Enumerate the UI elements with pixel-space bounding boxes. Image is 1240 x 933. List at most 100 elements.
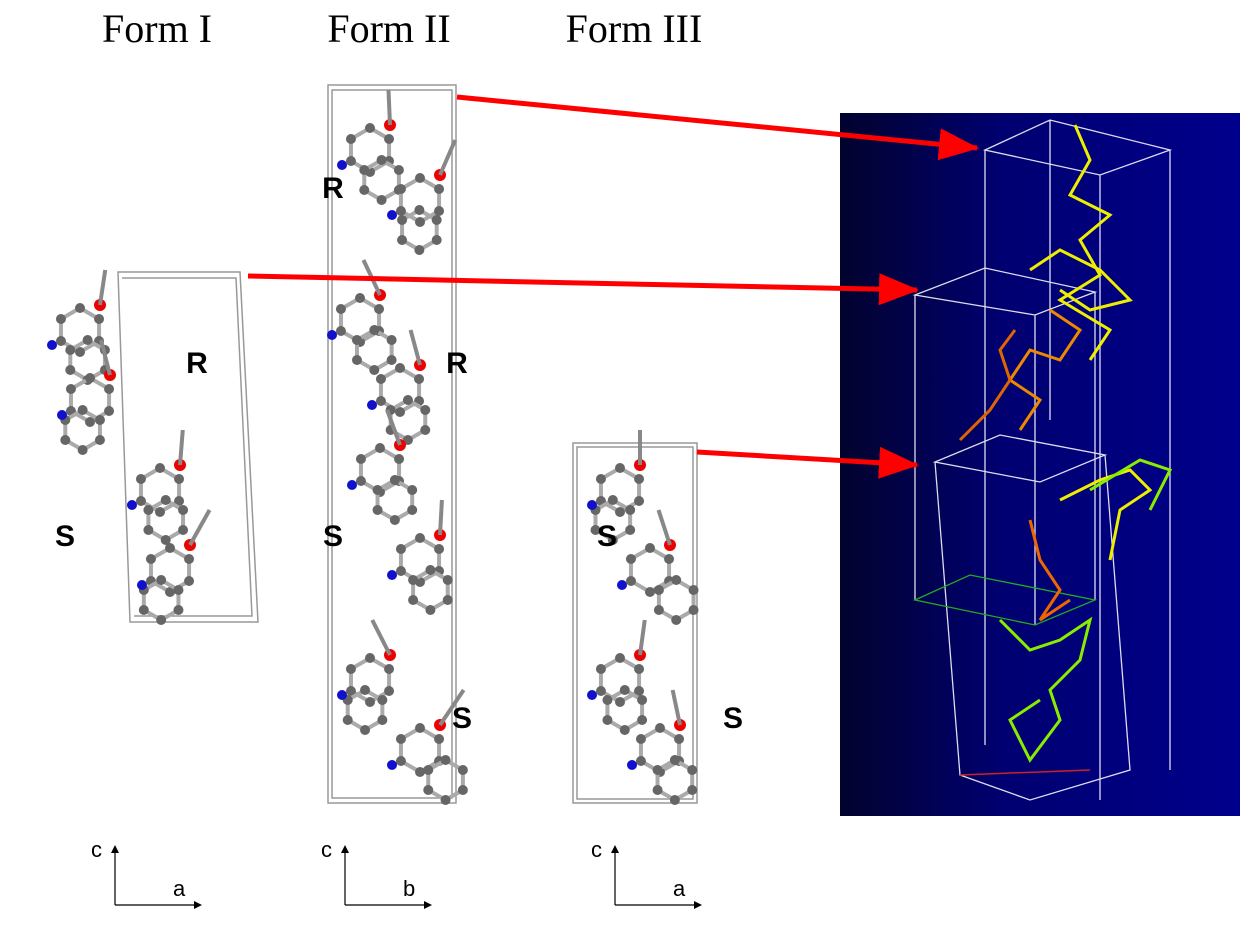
atom [376, 396, 386, 406]
atom [136, 496, 146, 506]
atom [178, 505, 188, 515]
atom [104, 406, 114, 416]
atom [441, 755, 451, 765]
atom [634, 474, 644, 484]
atom [596, 686, 606, 696]
atom [337, 690, 347, 700]
form-title: Form III [566, 6, 703, 51]
atom [434, 184, 444, 194]
atom [161, 495, 171, 505]
atom [608, 495, 618, 505]
atom [95, 435, 105, 445]
atom [689, 605, 699, 615]
atom [395, 363, 405, 373]
atom [394, 165, 404, 175]
atom [373, 485, 383, 495]
atom [365, 123, 375, 133]
atom [65, 345, 75, 355]
atom [423, 765, 433, 775]
atom [57, 410, 67, 420]
atom [155, 507, 165, 517]
atom [104, 384, 114, 394]
atom [420, 425, 430, 435]
atom [394, 454, 404, 464]
bond [411, 330, 420, 365]
atom [687, 765, 697, 775]
atom [626, 576, 636, 586]
atom [346, 664, 356, 674]
atom [178, 525, 188, 535]
atom [645, 587, 655, 597]
bond-ring [658, 760, 693, 800]
bond-ring [659, 580, 694, 620]
bond [372, 620, 390, 655]
atom [432, 215, 442, 225]
axis-label: a [173, 876, 186, 901]
atom [408, 595, 418, 605]
atom [653, 785, 663, 795]
chirality-label: R [186, 347, 208, 380]
bond-ring [378, 480, 413, 520]
atom [670, 755, 680, 765]
atom [346, 134, 356, 144]
atom [367, 400, 377, 410]
atom [637, 715, 647, 725]
atom [596, 664, 606, 674]
atom [355, 293, 365, 303]
atom [377, 195, 387, 205]
atom [369, 325, 379, 335]
atom [356, 476, 366, 486]
atom [396, 206, 406, 216]
atom [396, 184, 406, 194]
atom [136, 474, 146, 484]
atom [432, 235, 442, 245]
bond-ring [641, 728, 679, 772]
atom [636, 734, 646, 744]
atom [143, 525, 153, 535]
atom [390, 515, 400, 525]
atom [407, 505, 417, 515]
atom [352, 355, 362, 365]
atom [360, 725, 370, 735]
bond [659, 510, 670, 545]
bond-ring [341, 298, 379, 342]
atom [47, 340, 57, 350]
atom [596, 474, 606, 484]
atom [95, 415, 105, 425]
atom [654, 585, 664, 595]
atom [327, 330, 337, 340]
atom [66, 384, 76, 394]
atom [415, 173, 425, 183]
atom [625, 505, 635, 515]
atom [687, 785, 697, 795]
atom [387, 335, 397, 345]
atom [75, 303, 85, 313]
bond [190, 510, 210, 545]
atom [384, 134, 394, 144]
atom [636, 756, 646, 766]
atom [143, 505, 153, 515]
atom [390, 475, 400, 485]
atom [414, 205, 424, 215]
atom [396, 544, 406, 554]
atom [617, 580, 627, 590]
atom [60, 435, 70, 445]
atom [337, 160, 347, 170]
chirality-label: S [323, 520, 343, 553]
atom [670, 795, 680, 805]
atom [615, 463, 625, 473]
atom [336, 326, 346, 336]
atom [627, 760, 637, 770]
atom [347, 480, 357, 490]
atom [587, 500, 597, 510]
atom [384, 664, 394, 674]
atom [414, 374, 424, 384]
atom [360, 685, 370, 695]
atom [403, 395, 413, 405]
atom [377, 695, 387, 705]
atom [56, 336, 66, 346]
atom [336, 304, 346, 314]
atom [343, 715, 353, 725]
atom [165, 543, 175, 553]
